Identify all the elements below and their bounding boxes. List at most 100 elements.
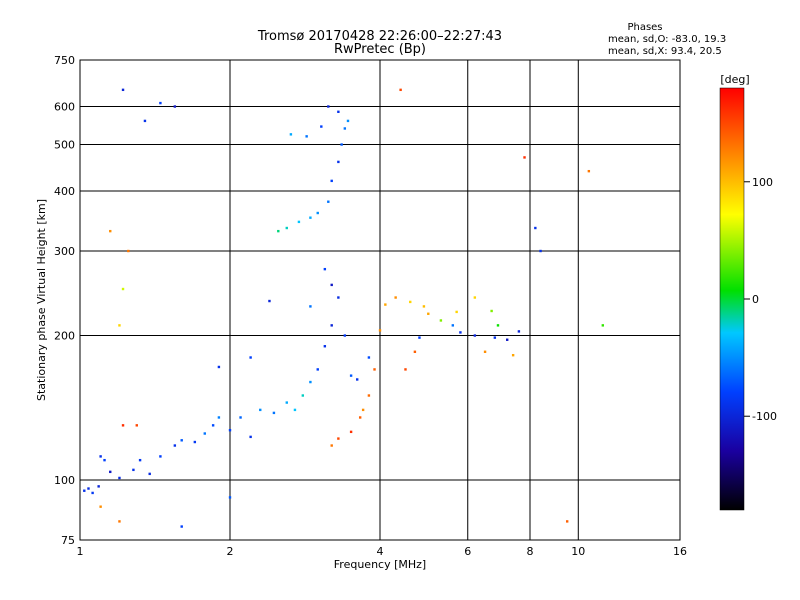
data-point [565,520,569,523]
data-point [483,350,487,353]
data-point [327,200,330,203]
data-point [127,249,130,253]
data-point [289,133,293,136]
data-point [121,424,125,427]
data-point [121,88,125,92]
colorbar-tick-label: 0 [752,293,759,306]
x-axis-label: Frequency [MHz] [334,558,426,571]
data-point [97,485,100,488]
data-point [349,374,353,377]
data-point [505,338,509,341]
data-point [309,380,312,384]
x-tick-label: 1 [77,545,84,558]
data-point [228,429,232,432]
data-point [517,330,521,333]
data-point [272,411,276,415]
data-point [211,424,215,427]
x-axis: 1 2 4 6 8 10 16 [77,545,688,558]
data-point [320,125,323,128]
y-axis: 75 100 200 300 400 500 600 750 [54,54,75,547]
data-point [451,324,455,327]
stats-line-x: mean, sd,X: 93.4, 20.5 [608,46,722,57]
data-point [99,455,102,458]
data-point [239,416,242,419]
data-point [355,378,359,381]
data-point [159,455,162,458]
data-point [91,491,94,495]
x-tick-label: 8 [527,545,534,558]
data-point [601,324,605,327]
data-point [367,356,371,359]
data-point [316,368,319,371]
data-point [337,160,340,164]
data-point [217,416,221,419]
data-point [367,394,371,397]
data-point [118,520,121,523]
data-point [297,220,301,224]
data-point [337,296,340,299]
y-tick-label: 75 [61,534,75,547]
data-point [109,229,112,233]
data-point [490,309,493,313]
chart-subtitle: RwPretec (Bp) [334,42,426,57]
y-tick-label: 400 [54,185,75,198]
y-tick-label: 500 [54,139,75,152]
colorbar-tick-label: -100 [752,410,777,423]
data-point [473,334,477,337]
data-point [277,229,280,233]
data-point [404,368,407,371]
data-point [103,458,106,462]
data-point [330,444,333,447]
data-point [138,458,142,462]
data-point [159,101,162,105]
data-point [203,432,206,435]
grid [80,60,680,540]
data-point [409,300,412,304]
data-point [249,435,252,439]
data-point [305,135,308,138]
data-point [173,105,177,108]
chart-title: Tromsø 20170428 22:26:00–22:27:43 [257,29,502,44]
data-point [427,312,430,315]
data-point [330,324,333,327]
data-point [587,169,591,173]
data-point [343,127,347,130]
data-point [285,401,288,404]
data-point [118,476,121,480]
data-point [455,310,458,314]
data-point [373,368,376,371]
data-point [217,365,221,369]
data-point [418,336,421,339]
data-point [301,394,305,397]
data-point [135,424,138,427]
data-point [349,430,353,434]
data-point [327,105,330,108]
x-tick-label: 10 [571,545,585,558]
data-point [523,156,526,159]
data-point [180,525,183,528]
data-point [330,179,333,183]
data-point [459,331,462,334]
data-point [268,299,271,303]
colorbar [719,87,745,511]
data-point [394,296,397,299]
data-point [439,319,443,322]
y-tick-label: 750 [54,54,75,67]
data-point [118,324,121,327]
data-point [228,496,232,499]
colorbar-tick-label: 100 [752,176,773,189]
data-point [173,444,177,447]
data-point [340,143,343,146]
x-tick-label: 6 [464,545,471,558]
data-point [413,350,417,353]
data-point [323,345,327,348]
x-tick-label: 16 [673,545,687,558]
data-point [87,487,90,490]
data-point [99,505,102,508]
y-tick-label: 600 [54,101,75,114]
colorbar-label: [deg] [720,73,749,86]
data-point [309,305,312,308]
data-point [316,211,319,215]
data-point [539,249,542,253]
